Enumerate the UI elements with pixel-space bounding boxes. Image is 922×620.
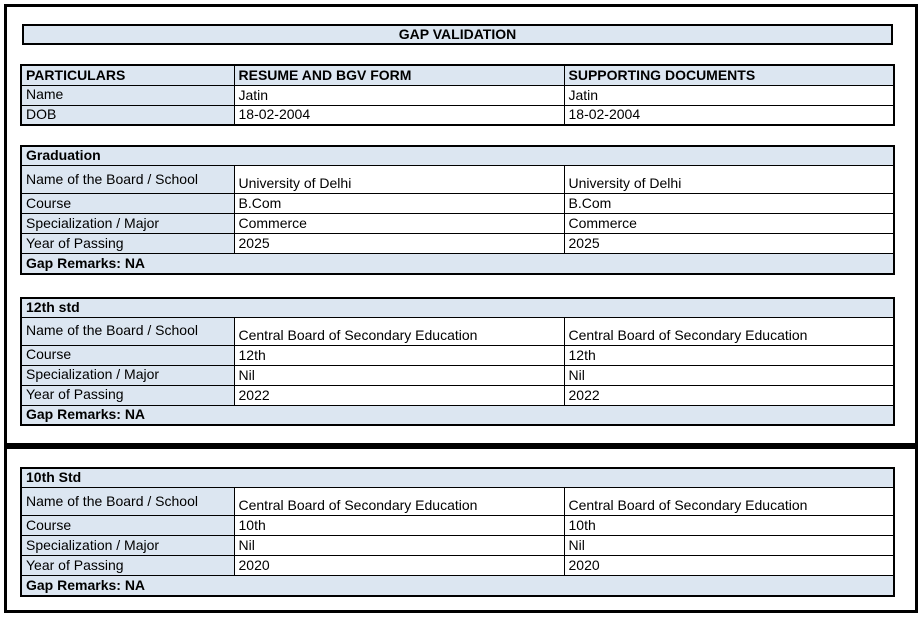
cell-supporting-value: University of Delhi (563, 165, 895, 194)
section-title-row: Graduation (20, 145, 895, 166)
cell-resume-value: Jatin (233, 84, 565, 106)
section-title: 10th Std (20, 467, 895, 488)
row-year-of-passing: Year of Passing 2025 2025 (20, 233, 895, 254)
cell-label: Name of the Board / School (20, 316, 235, 346)
gap-remarks-row: Gap Remarks: NA (20, 575, 895, 596)
cell-resume-value: 2025 (233, 233, 565, 254)
row-name: Name Jatin Jatin (20, 84, 895, 106)
row-specialization: Specialization / Major Nil Nil (20, 535, 895, 556)
row-specialization: Specialization / Major Commerce Commerce (20, 213, 895, 234)
section-title: 12th std (20, 297, 895, 318)
cell-supporting-value: Commerce (563, 213, 895, 234)
cell-resume-value: B.Com (233, 193, 565, 214)
section-title: Graduation (20, 145, 895, 166)
cell-resume-value: 12th (233, 344, 565, 366)
cell-supporting-value: Central Board of Secondary Education (563, 487, 895, 516)
gap-remarks: Gap Remarks: NA (20, 575, 895, 596)
cell-supporting-value: 18-02-2004 (563, 104, 895, 126)
row-board-school: Name of the Board / School Central Board… (20, 487, 895, 516)
col-header-particulars: PARTICULARS (20, 64, 235, 86)
row-course: Course 12th 12th (20, 344, 895, 366)
section-title-row: 10th Std (20, 467, 895, 488)
cell-label: Year of Passing (20, 233, 235, 254)
section-table-10th-std: 10th Std Name of the Board / School Cent… (20, 467, 896, 597)
cell-resume-value: University of Delhi (233, 165, 565, 194)
row-year-of-passing: Year of Passing 2020 2020 (20, 555, 895, 576)
gap-remarks: Gap Remarks: NA (20, 253, 895, 274)
particulars-header-row: PARTICULARS RESUME AND BGV FORM SUPPORTI… (20, 64, 895, 86)
cell-supporting-value: 2022 (563, 384, 895, 406)
cell-resume-value: 18-02-2004 (233, 104, 565, 126)
cell-label: Year of Passing (20, 384, 235, 406)
cell-label: Specialization / Major (20, 213, 235, 234)
cell-supporting-value: 2025 (563, 233, 895, 254)
row-board-school: Name of the Board / School Central Board… (20, 316, 895, 346)
cell-label: Course (20, 344, 235, 366)
row-board-school: Name of the Board / School University of… (20, 165, 895, 194)
row-year-of-passing: Year of Passing 2022 2022 (20, 384, 895, 406)
particulars-table: PARTICULARS RESUME AND BGV FORM SUPPORTI… (20, 64, 895, 126)
cell-resume-value: 10th (233, 515, 565, 536)
cell-resume-value: Nil (233, 364, 565, 386)
cell-label: Course (20, 193, 235, 214)
cell-label: Name of the Board / School (20, 487, 235, 516)
section-table-graduation: Graduation Name of the Board / School Un… (20, 145, 896, 275)
lower-page-frame: 10th Std Name of the Board / School Cent… (4, 446, 918, 613)
col-header-resume-bgv: RESUME AND BGV FORM (233, 64, 565, 86)
cell-supporting-value: Nil (563, 364, 895, 386)
cell-resume-value: Central Board of Secondary Education (233, 487, 565, 516)
cell-label: Specialization / Major (20, 535, 235, 556)
cell-supporting-value: Jatin (563, 84, 895, 106)
cell-resume-value: Commerce (233, 213, 565, 234)
cell-supporting-value: 10th (563, 515, 895, 536)
cell-label: Specialization / Major (20, 364, 235, 386)
cell-supporting-value: Central Board of Secondary Education (563, 316, 895, 346)
cell-supporting-value: 12th (563, 344, 895, 366)
row-course: Course B.Com B.Com (20, 193, 895, 214)
gap-remarks: Gap Remarks: NA (20, 404, 895, 426)
cell-supporting-value: 2020 (563, 555, 895, 576)
section-title-row: 12th std (20, 297, 895, 318)
cell-resume-value: Nil (233, 535, 565, 556)
cell-supporting-value: Nil (563, 535, 895, 556)
row-specialization: Specialization / Major Nil Nil (20, 364, 895, 386)
cell-resume-value: 2020 (233, 555, 565, 576)
cell-label: Course (20, 515, 235, 536)
cell-resume-value: Central Board of Secondary Education (233, 316, 565, 346)
row-dob: DOB 18-02-2004 18-02-2004 (20, 104, 895, 126)
cell-resume-value: 2022 (233, 384, 565, 406)
upper-page-frame: GAP VALIDATION PARTICULARS RESUME AND BG… (4, 4, 918, 446)
section-table-12th-std: 12th std Name of the Board / School Cent… (20, 296, 896, 426)
col-header-supporting-docs: SUPPORTING DOCUMENTS (563, 64, 895, 86)
row-course: Course 10th 10th (20, 515, 895, 536)
document-title: GAP VALIDATION (22, 24, 893, 45)
gap-remarks-row: Gap Remarks: NA (20, 404, 895, 426)
cell-label: Year of Passing (20, 555, 235, 576)
cell-supporting-value: B.Com (563, 193, 895, 214)
cell-label: Name of the Board / School (20, 165, 235, 194)
gap-remarks-row: Gap Remarks: NA (20, 253, 895, 274)
cell-label: Name (20, 84, 235, 106)
cell-label: DOB (20, 104, 235, 126)
